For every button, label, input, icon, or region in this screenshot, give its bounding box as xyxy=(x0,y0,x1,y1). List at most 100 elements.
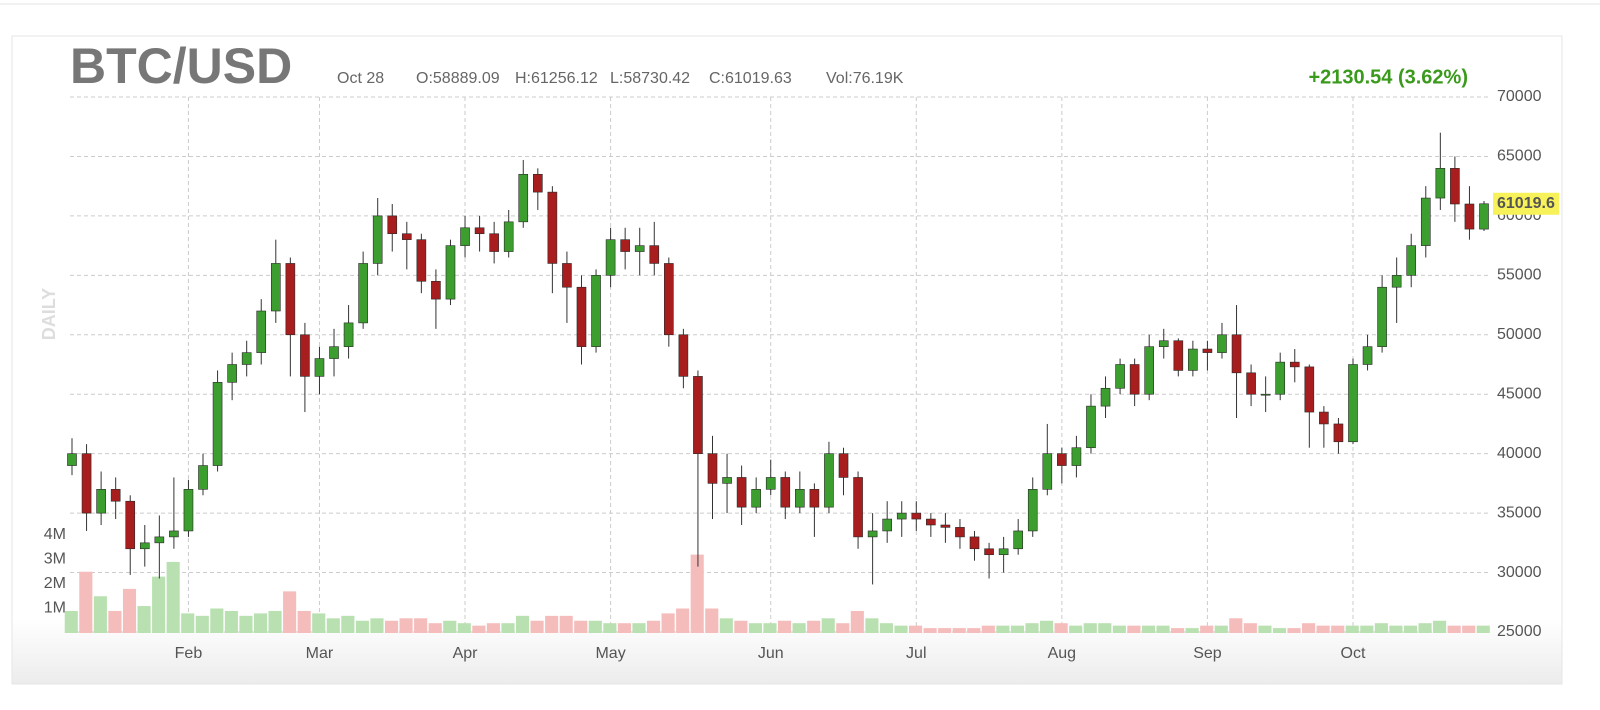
candle-body xyxy=(372,215,383,264)
candle-body xyxy=(198,465,208,490)
candle-body xyxy=(591,275,601,347)
date: Oct 28 xyxy=(337,70,384,87)
candle-body xyxy=(780,477,791,508)
volume-bar xyxy=(763,623,777,633)
volume-bar xyxy=(690,554,704,633)
volume-bar xyxy=(122,588,137,633)
candle-body xyxy=(882,518,892,532)
volume-bar xyxy=(559,615,573,633)
volume-bar xyxy=(792,623,806,633)
y-tick-label: 25000 xyxy=(1497,623,1542,640)
volume-bar xyxy=(661,613,675,633)
candle-body xyxy=(1406,245,1417,276)
candle-body xyxy=(139,542,150,550)
candle-body xyxy=(1057,453,1067,466)
candle-body xyxy=(984,548,994,556)
volume-bar xyxy=(967,628,981,633)
candle-body xyxy=(1086,405,1096,449)
candle-body xyxy=(1362,346,1373,365)
x-tick-label: Sep xyxy=(1193,645,1222,662)
volume-bar xyxy=(210,608,224,633)
candle-body xyxy=(795,489,805,508)
volume-bar xyxy=(341,615,355,633)
volume-bar xyxy=(239,615,253,633)
candle-body xyxy=(926,518,936,526)
volume-bar xyxy=(1272,628,1287,633)
volume-bar xyxy=(1316,625,1330,633)
candle-body xyxy=(620,239,630,252)
volume-bar xyxy=(1476,625,1490,633)
panel xyxy=(11,35,1563,685)
candle-body xyxy=(110,489,121,502)
candle-body xyxy=(460,227,470,246)
candle-body xyxy=(1348,364,1358,443)
volume-bar xyxy=(399,618,413,633)
y-tick-label: 30000 xyxy=(1497,564,1542,581)
candle-body xyxy=(736,477,747,508)
candle-body xyxy=(285,263,296,336)
y-tick-label: 40000 xyxy=(1497,445,1542,462)
y-tick-label: 70000 xyxy=(1497,88,1542,105)
volume-bar xyxy=(952,628,966,633)
candle-body xyxy=(1275,361,1286,395)
candle-body xyxy=(722,477,732,484)
x-tick-label: Mar xyxy=(306,645,334,662)
volume-bar xyxy=(1054,623,1068,633)
candle-body xyxy=(969,536,980,550)
volume-bar xyxy=(836,623,850,633)
candle-body xyxy=(911,512,922,520)
candle-body xyxy=(445,245,456,300)
last-price-label: 61019.6 xyxy=(1497,195,1555,212)
volume-tick-label: 4M xyxy=(44,526,66,543)
volume-bar xyxy=(748,623,762,633)
candle-body xyxy=(300,334,310,377)
candle-body xyxy=(1158,340,1169,347)
y-tick-label: 65000 xyxy=(1497,148,1542,165)
candle-body xyxy=(1013,530,1023,550)
volume-bar xyxy=(1214,625,1228,633)
candle-body xyxy=(867,530,878,538)
volume-bar xyxy=(1098,623,1112,633)
volume-bar xyxy=(1418,623,1432,633)
candle-body xyxy=(1246,372,1256,395)
volume-bar xyxy=(1185,628,1199,633)
volume-bar xyxy=(981,625,995,633)
candle-body xyxy=(1188,348,1198,371)
volume-bar xyxy=(1302,623,1316,633)
volume-bar xyxy=(1112,625,1126,633)
volume-bar xyxy=(879,623,893,633)
volume-bar xyxy=(1403,625,1418,633)
volume-bar xyxy=(705,608,719,633)
candle-body xyxy=(503,221,514,252)
volume-bar xyxy=(1156,625,1170,633)
candle-body xyxy=(634,245,645,252)
volume-tick-label: 2M xyxy=(44,575,66,592)
volume-bar xyxy=(1462,625,1476,633)
candle-body xyxy=(678,334,689,377)
candle-body xyxy=(1202,348,1213,353)
candle-body xyxy=(693,376,703,454)
volume-bar xyxy=(312,613,326,633)
volume-bar xyxy=(1389,625,1403,633)
high-info: H:61256.12 xyxy=(515,70,598,87)
candle-body xyxy=(329,346,339,359)
volume-bar xyxy=(807,620,821,633)
low-info: L:58730.42 xyxy=(610,70,690,87)
volume-bar xyxy=(1141,625,1156,633)
volume-bar xyxy=(457,623,471,633)
volume-bar xyxy=(1243,623,1257,633)
candle-body xyxy=(1479,203,1489,230)
volume-bar xyxy=(93,596,107,633)
candle-body xyxy=(896,512,907,520)
candle-body xyxy=(227,364,237,383)
candle-body xyxy=(474,227,485,235)
volume-bar xyxy=(224,610,238,633)
candle-body xyxy=(809,489,820,508)
volume-bar xyxy=(414,618,428,633)
volume-bar xyxy=(79,571,93,633)
candle-body xyxy=(664,263,674,336)
candle-body xyxy=(1333,423,1344,443)
volume-bar xyxy=(850,610,864,633)
volume-bar xyxy=(909,625,923,633)
